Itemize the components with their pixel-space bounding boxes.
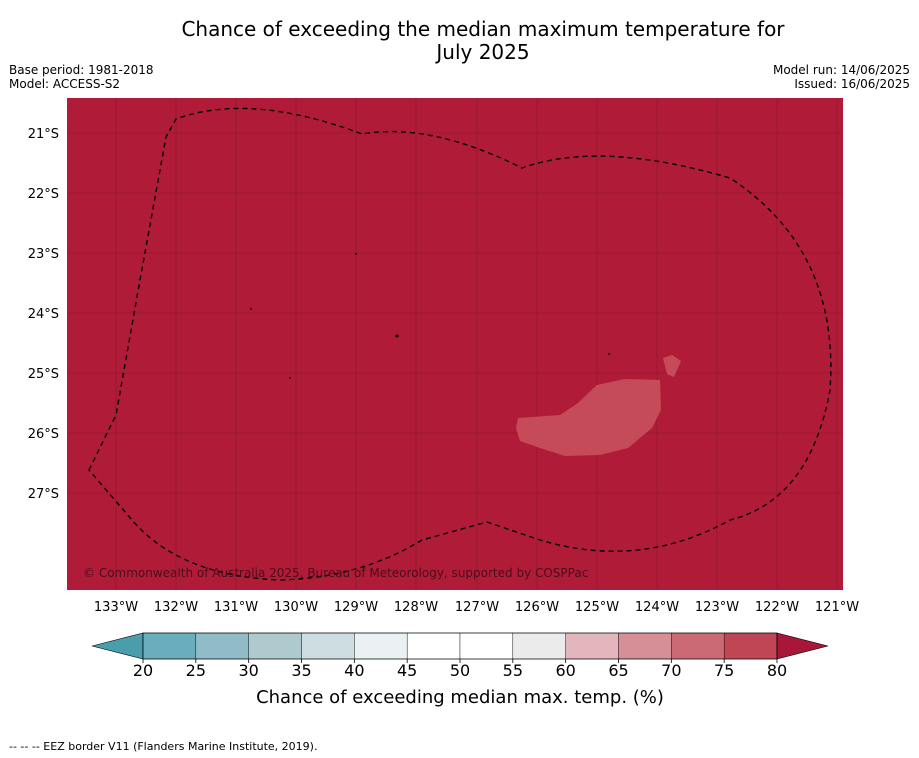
lon-label: 121°W bbox=[815, 600, 859, 615]
lon-label: 133°W bbox=[94, 600, 138, 615]
map-area bbox=[67, 98, 843, 590]
colorbar-cell bbox=[354, 632, 408, 660]
lon-label: 131°W bbox=[214, 600, 258, 615]
colorbar-cell bbox=[565, 632, 619, 660]
lat-label: 24°S bbox=[28, 307, 59, 322]
lon-label: 127°W bbox=[455, 600, 499, 615]
colorbar-tick-label: 50 bbox=[450, 661, 470, 680]
colorbar-low-extend bbox=[91, 632, 144, 660]
lon-label: 129°W bbox=[334, 600, 378, 615]
colorbar-cell bbox=[248, 632, 302, 660]
islands bbox=[250, 253, 610, 379]
colorbar-label: Chance of exceeding median max. temp. (%… bbox=[256, 687, 664, 708]
lat-labels: 21°S 22°S 23°S 24°S 25°S 26°S 27°S bbox=[28, 127, 59, 502]
colorbar-tick-label: 45 bbox=[397, 661, 417, 680]
lat-label: 21°S bbox=[28, 127, 59, 142]
colorbar-tick-label: 80 bbox=[767, 661, 787, 680]
lon-labels: 133°W 132°W 131°W 130°W 129°W 128°W 127°… bbox=[94, 600, 859, 615]
colorbar-cell bbox=[512, 632, 566, 660]
anomaly-region-small bbox=[663, 355, 681, 377]
title-line-2: July 2025 bbox=[436, 40, 530, 64]
colorbar-tick-label: 35 bbox=[291, 661, 311, 680]
colorbar-cell bbox=[618, 632, 672, 660]
colorbar-tick-label: 75 bbox=[714, 661, 734, 680]
lon-label: 128°W bbox=[394, 600, 438, 615]
issued-text: Issued: 16/06/2025 bbox=[794, 77, 910, 91]
colorbar-tick-label: 55 bbox=[503, 661, 523, 680]
model-text: Model: ACCESS-S2 bbox=[9, 77, 121, 91]
meta-right: Model run: 14/06/2025 Issued: 16/06/2025 bbox=[773, 63, 910, 91]
colorbar-tick-label: 25 bbox=[186, 661, 206, 680]
colorbar-cell bbox=[723, 632, 778, 660]
chart-title: Chance of exceeding the median maximum t… bbox=[0, 18, 919, 64]
colorbar-cell bbox=[406, 632, 461, 660]
colorbar-cell bbox=[195, 632, 249, 660]
copyright-text: © Commonwealth of Australia 2025, Bureau… bbox=[83, 566, 588, 580]
colorbar-cell bbox=[671, 632, 725, 660]
lon-label: 124°W bbox=[635, 600, 679, 615]
lat-label: 23°S bbox=[28, 247, 59, 262]
colorbar-cell bbox=[142, 632, 197, 660]
footnote: -- -- -- EEZ border V11 (Flanders Marine… bbox=[9, 740, 318, 753]
lon-label: 130°W bbox=[274, 600, 318, 615]
colorbar-high-extend bbox=[776, 632, 829, 660]
colorbar: 20 25 30 35 40 45 50 55 60 65 70 75 80 Chance of exc… bbox=[91, 632, 829, 708]
lon-label: 122°W bbox=[755, 600, 799, 615]
lat-label: 27°S bbox=[28, 487, 59, 502]
eez-border bbox=[88, 107, 832, 581]
gridlines bbox=[67, 98, 843, 590]
lat-label: 25°S bbox=[28, 367, 59, 382]
colorbar-tick-label: 70 bbox=[661, 661, 681, 680]
colorbar-tick-label: 60 bbox=[555, 661, 575, 680]
base-period-text: Base period: 1981-2018 bbox=[9, 63, 154, 77]
title-line-1: Chance of exceeding the median maximum t… bbox=[181, 17, 785, 41]
colorbar-tick-label: 30 bbox=[238, 661, 258, 680]
lat-label: 26°S bbox=[28, 427, 59, 442]
colorbar-cell bbox=[459, 632, 514, 660]
colorbar-tick-label: 20 bbox=[133, 661, 153, 680]
colorbar-tick-label: 40 bbox=[344, 661, 364, 680]
lon-label: 123°W bbox=[695, 600, 739, 615]
model-run-text: Model run: 14/06/2025 bbox=[772, 63, 910, 77]
meta-left: Base period: 1981-2018 Model: ACCESS-S2 bbox=[9, 63, 154, 91]
lon-label: 125°W bbox=[575, 600, 619, 615]
lat-label: 22°S bbox=[28, 187, 59, 202]
lon-label: 126°W bbox=[515, 600, 559, 615]
map: © Commonwealth of Australia 2025, Bureau… bbox=[28, 98, 859, 708]
colorbar-cell bbox=[301, 632, 355, 660]
anomaly-region bbox=[516, 379, 661, 456]
lon-label: 132°W bbox=[154, 600, 198, 615]
colorbar-tick-label: 65 bbox=[608, 661, 628, 680]
